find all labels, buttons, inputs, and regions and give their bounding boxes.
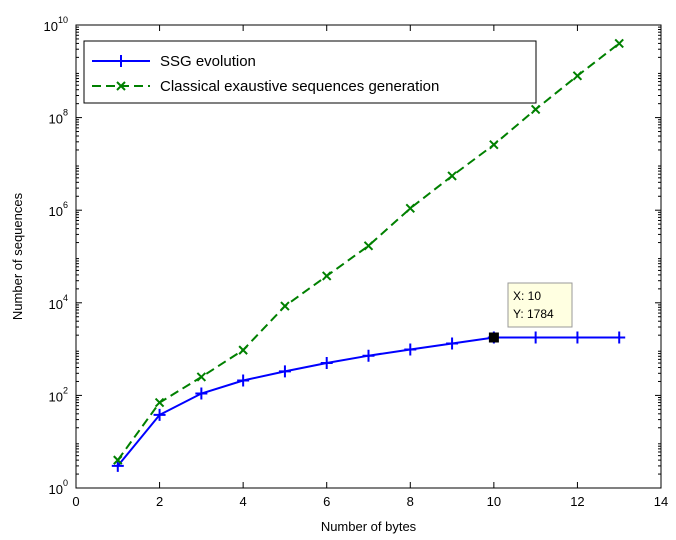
legend-label-ssg: SSG evolution: [160, 53, 256, 70]
series-1-point[interactable]: [280, 301, 290, 311]
x-tick-label: 0: [72, 494, 79, 509]
y-tick-base: 10: [49, 482, 63, 497]
x-tick-label: 2: [156, 494, 163, 509]
series-0-point[interactable]: [529, 331, 542, 344]
x-tick-label: 14: [654, 494, 668, 509]
series-1-point[interactable]: [363, 241, 374, 251]
y-tick-label: 100: [49, 478, 68, 497]
legend-marker-classical: [116, 81, 126, 91]
series-0-point[interactable]: [571, 331, 584, 344]
y-tick-label: 102: [49, 385, 68, 404]
y-tick-exponent: 0: [63, 478, 68, 488]
series-0-point[interactable]: [404, 343, 417, 356]
x-tick-label: 12: [570, 494, 584, 509]
legend-label-classical: Classical exaustive sequences generation: [160, 78, 439, 95]
series-1-point[interactable]: [405, 203, 415, 213]
series-1-point[interactable]: [489, 139, 499, 150]
series-0-point[interactable]: [195, 387, 208, 400]
datatip-x: X: 10: [513, 289, 541, 303]
series-1-point[interactable]: [238, 345, 248, 355]
y-tick-base: 10: [49, 204, 63, 219]
series-0-point[interactable]: [111, 459, 124, 472]
series-0-point[interactable]: [446, 337, 459, 350]
series-1-point[interactable]: [447, 171, 457, 181]
plot-frame: [75, 24, 662, 489]
series-0-point[interactable]: [153, 408, 166, 421]
datatip-anchor-marker: [488, 332, 499, 343]
y-tick-exponent: 4: [63, 293, 68, 303]
series-1-point[interactable]: [572, 71, 583, 81]
legend-marker-ssg: [115, 55, 127, 67]
y-tick-exponent: 10: [58, 15, 68, 25]
series-1-point[interactable]: [530, 104, 541, 115]
datatip: X: 10 Y: 1784: [488, 282, 573, 343]
y-axis-title: Number of sequences: [10, 192, 25, 320]
legend-box: [83, 40, 537, 104]
y-tick-label: 106: [49, 200, 68, 219]
series-0-point[interactable]: [237, 374, 250, 387]
x-tick-label: 6: [323, 494, 330, 509]
x-tick-label: 10: [487, 494, 501, 509]
series-1-point[interactable]: [154, 397, 165, 408]
x-tick-label: 8: [407, 494, 414, 509]
series-0-point[interactable]: [362, 349, 375, 362]
datatip-y: Y: 1784: [513, 307, 554, 321]
y-tick-base: 10: [49, 389, 63, 404]
y-tick-exponent: 6: [63, 200, 68, 210]
series-1-point[interactable]: [113, 455, 123, 465]
series-0-point[interactable]: [613, 331, 626, 344]
y-tick-exponent: 8: [63, 108, 68, 118]
series-0-point[interactable]: [278, 365, 291, 378]
y-tick-base: 10: [44, 19, 58, 34]
series-0-point[interactable]: [320, 357, 333, 370]
x-axis-title: Number of bytes: [321, 519, 417, 534]
series-1-point[interactable]: [322, 271, 332, 281]
x-tick-label: 4: [240, 494, 247, 509]
y-tick-base: 10: [49, 297, 63, 312]
legend: SSG evolution Classical exaustive sequen…: [83, 40, 537, 104]
series-1-point[interactable]: [196, 372, 207, 382]
y-tick-label: 108: [49, 108, 68, 127]
y-tick-exponent: 2: [63, 385, 68, 395]
y-tick-label: 1010: [44, 15, 68, 34]
series-1-point[interactable]: [614, 38, 624, 49]
y-tick-label: 104: [49, 293, 68, 312]
y-tick-base: 10: [49, 112, 63, 127]
datatip-box: [507, 282, 573, 328]
